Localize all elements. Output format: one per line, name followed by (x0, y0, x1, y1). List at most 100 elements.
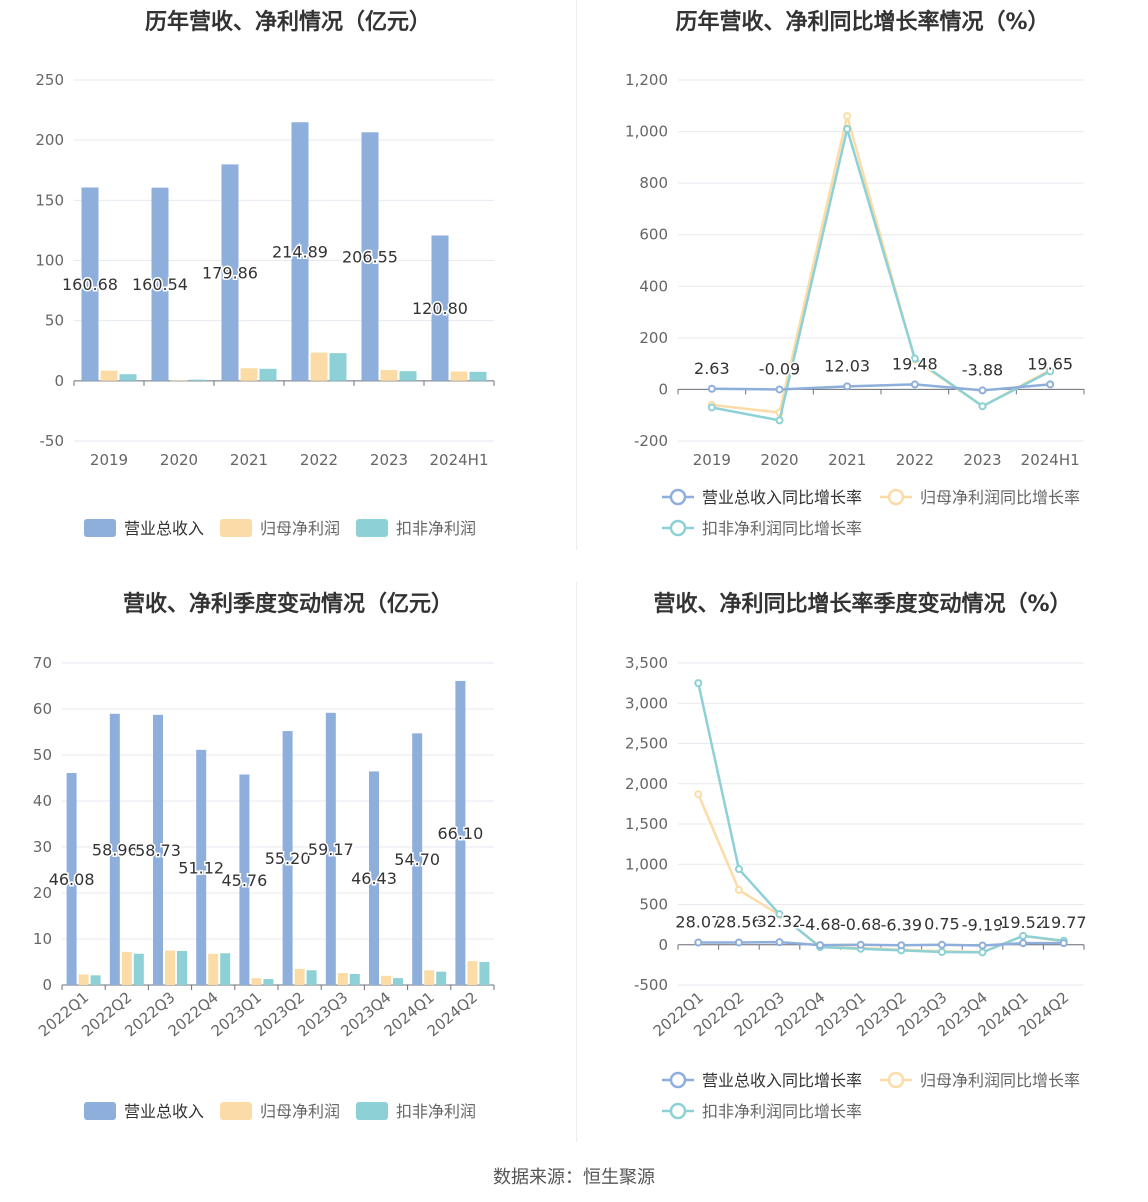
bar-net-profit (240, 368, 258, 381)
line-deducted-net-profit-growth (711, 124, 1051, 422)
y-tick-label: 1,200 (625, 71, 668, 89)
x-tick-label: 2024H1 (430, 451, 489, 469)
quarterly-growth-rate-chart: -50005001,0001,5002,0002,5003,0003,50020… (625, 654, 1088, 1121)
y-tick-label: 0 (42, 976, 52, 994)
data-label: 206.55 (342, 248, 398, 267)
annual-revenue-profit-chart: -50 0 50 100 150 200 250 2019 2020 2021 2022 2023 20… (35, 71, 495, 538)
legend-swatch (356, 1102, 388, 1120)
data-label: 46.43 (351, 869, 397, 888)
data-label: 59.17 (308, 840, 354, 859)
y-tick-label: 1,000 (625, 855, 668, 873)
x-tick-label: 2020 (760, 451, 798, 469)
point-net-profit-growth (734, 886, 743, 895)
point-revenue-growth (910, 380, 919, 389)
x-tick-label: 2023 (963, 451, 1001, 469)
legend-label: 营业总收入 (124, 519, 204, 538)
data-label: -6.39 (881, 915, 922, 934)
bar-net-profit (165, 950, 175, 985)
bar-deducted-net-profit (220, 953, 231, 985)
data-label: 19.52 (1000, 913, 1046, 932)
bar-deducted-net-profit (189, 379, 207, 381)
quarterly-growth-rate-panel: 营收、净利同比增长率季度变动情况（%） -500 0 500 1,000 1,500 2,… (577, 582, 1148, 1142)
data-label: 45.76 (221, 871, 267, 890)
y-tick-label: 3,000 (625, 694, 668, 712)
chart-title: 营收、净利同比增长率季度变动情况（%） (653, 592, 1072, 617)
legend-swatch-marker (669, 1102, 687, 1120)
bar-revenue (455, 680, 466, 985)
bar-net-profit (78, 974, 89, 985)
x-tick-label: 2019 (90, 451, 128, 469)
data-label: 2.63 (694, 359, 730, 378)
bar-revenue (291, 122, 309, 381)
legend-swatch (356, 519, 388, 537)
annual-growth-rate-chart: -200 0 200 400 600 800 1,000 1,200 2019 2020 2021 2… (625, 71, 1085, 538)
legend-label: 归母净利润同比增长率 (920, 488, 1080, 507)
data-label: 19.48 (892, 354, 938, 373)
bar-revenue (81, 187, 99, 381)
legend-label: 营业总收入同比增长率 (702, 1071, 862, 1090)
y-tick-label: 3,500 (625, 654, 668, 672)
bar-deducted-net-profit (306, 970, 317, 985)
bar-net-profit (251, 978, 262, 985)
y-tick-label: 600 (639, 226, 668, 244)
legend-label: 营业总收入 (124, 1102, 204, 1121)
y-tick-label: 0 (54, 372, 64, 390)
bar-net-profit (100, 370, 118, 381)
data-label: 160.54 (132, 275, 188, 294)
data-label: 58.73 (135, 841, 181, 860)
bar-revenue (325, 712, 336, 985)
data-label: 66.10 (437, 824, 483, 843)
bar-net-profit (208, 953, 219, 985)
bar-deducted-net-profit (399, 371, 417, 381)
legend-label: 扣非净利润同比增长率 (702, 519, 862, 538)
data-label: 19.77 (1041, 913, 1087, 932)
chart-title: 历年营收、净利情况（亿元） (144, 10, 431, 35)
point-revenue-growth (816, 941, 825, 950)
point-revenue-growth (856, 940, 865, 949)
legend-swatch-marker (669, 488, 687, 506)
bar-deducted-net-profit (436, 971, 447, 985)
bar-deducted-net-profit (263, 979, 274, 985)
chart-title: 营收、净利季度变动情况（亿元） (122, 592, 453, 617)
y-tick-label: 100 (35, 252, 64, 270)
data-label: 51.12 (178, 858, 224, 877)
point-revenue-growth (775, 938, 784, 947)
data-label: 179.86 (202, 264, 258, 283)
point-revenue-growth (937, 940, 946, 949)
point-deducted-net-profit-growth (978, 948, 987, 957)
bar-net-profit (310, 352, 328, 381)
bar-net-profit (424, 970, 435, 985)
data-label: -0.09 (759, 359, 800, 378)
x-tick-label: 2023 (370, 451, 408, 469)
point-revenue-growth (843, 382, 852, 391)
legend-label: 扣非净利润 (396, 1102, 476, 1121)
data-label: -4.68 (799, 915, 840, 934)
y-tick-label: -500 (634, 976, 668, 994)
point-revenue-growth (1059, 939, 1068, 948)
point-deducted-net-profit-growth (910, 354, 919, 363)
legend-swatch-marker (669, 519, 687, 537)
quarterly-revenue-profit-panel: 营收、净利季度变动情况（亿元） 0 10 20 30 40 50 60 70 2022Q1 202… (0, 582, 576, 1142)
point-revenue-growth (734, 938, 743, 947)
annual-revenue-profit-panel: 历年营收、净利情况（亿元） -50 0 50 100 150 200 250 2019 2020… (0, 0, 576, 560)
y-tick-label: 1,000 (625, 123, 668, 141)
y-tick-label: 50 (45, 312, 64, 330)
bar-revenue (361, 132, 379, 381)
data-label: -9.19 (962, 915, 1003, 934)
bar-revenue (412, 733, 423, 985)
y-tick-label: 60 (33, 700, 52, 718)
chart-title: 历年营收、净利同比增长率情况（%） (675, 10, 1050, 35)
point-deducted-net-profit-growth (978, 402, 987, 411)
bar-revenue (239, 774, 250, 985)
point-deducted-net-profit-growth (775, 416, 784, 425)
legend-swatch-marker (887, 488, 905, 506)
x-tick-label: 2021 (828, 451, 866, 469)
point-net-profit-growth (694, 790, 703, 799)
bar-net-profit (450, 371, 468, 381)
panel-divider-top (576, 0, 577, 550)
data-label: 120.80 (412, 299, 468, 318)
data-label: -3.88 (962, 360, 1003, 379)
point-revenue-growth (978, 386, 987, 395)
point-deducted-net-profit-growth (775, 910, 784, 919)
y-tick-label: 0 (658, 380, 668, 398)
